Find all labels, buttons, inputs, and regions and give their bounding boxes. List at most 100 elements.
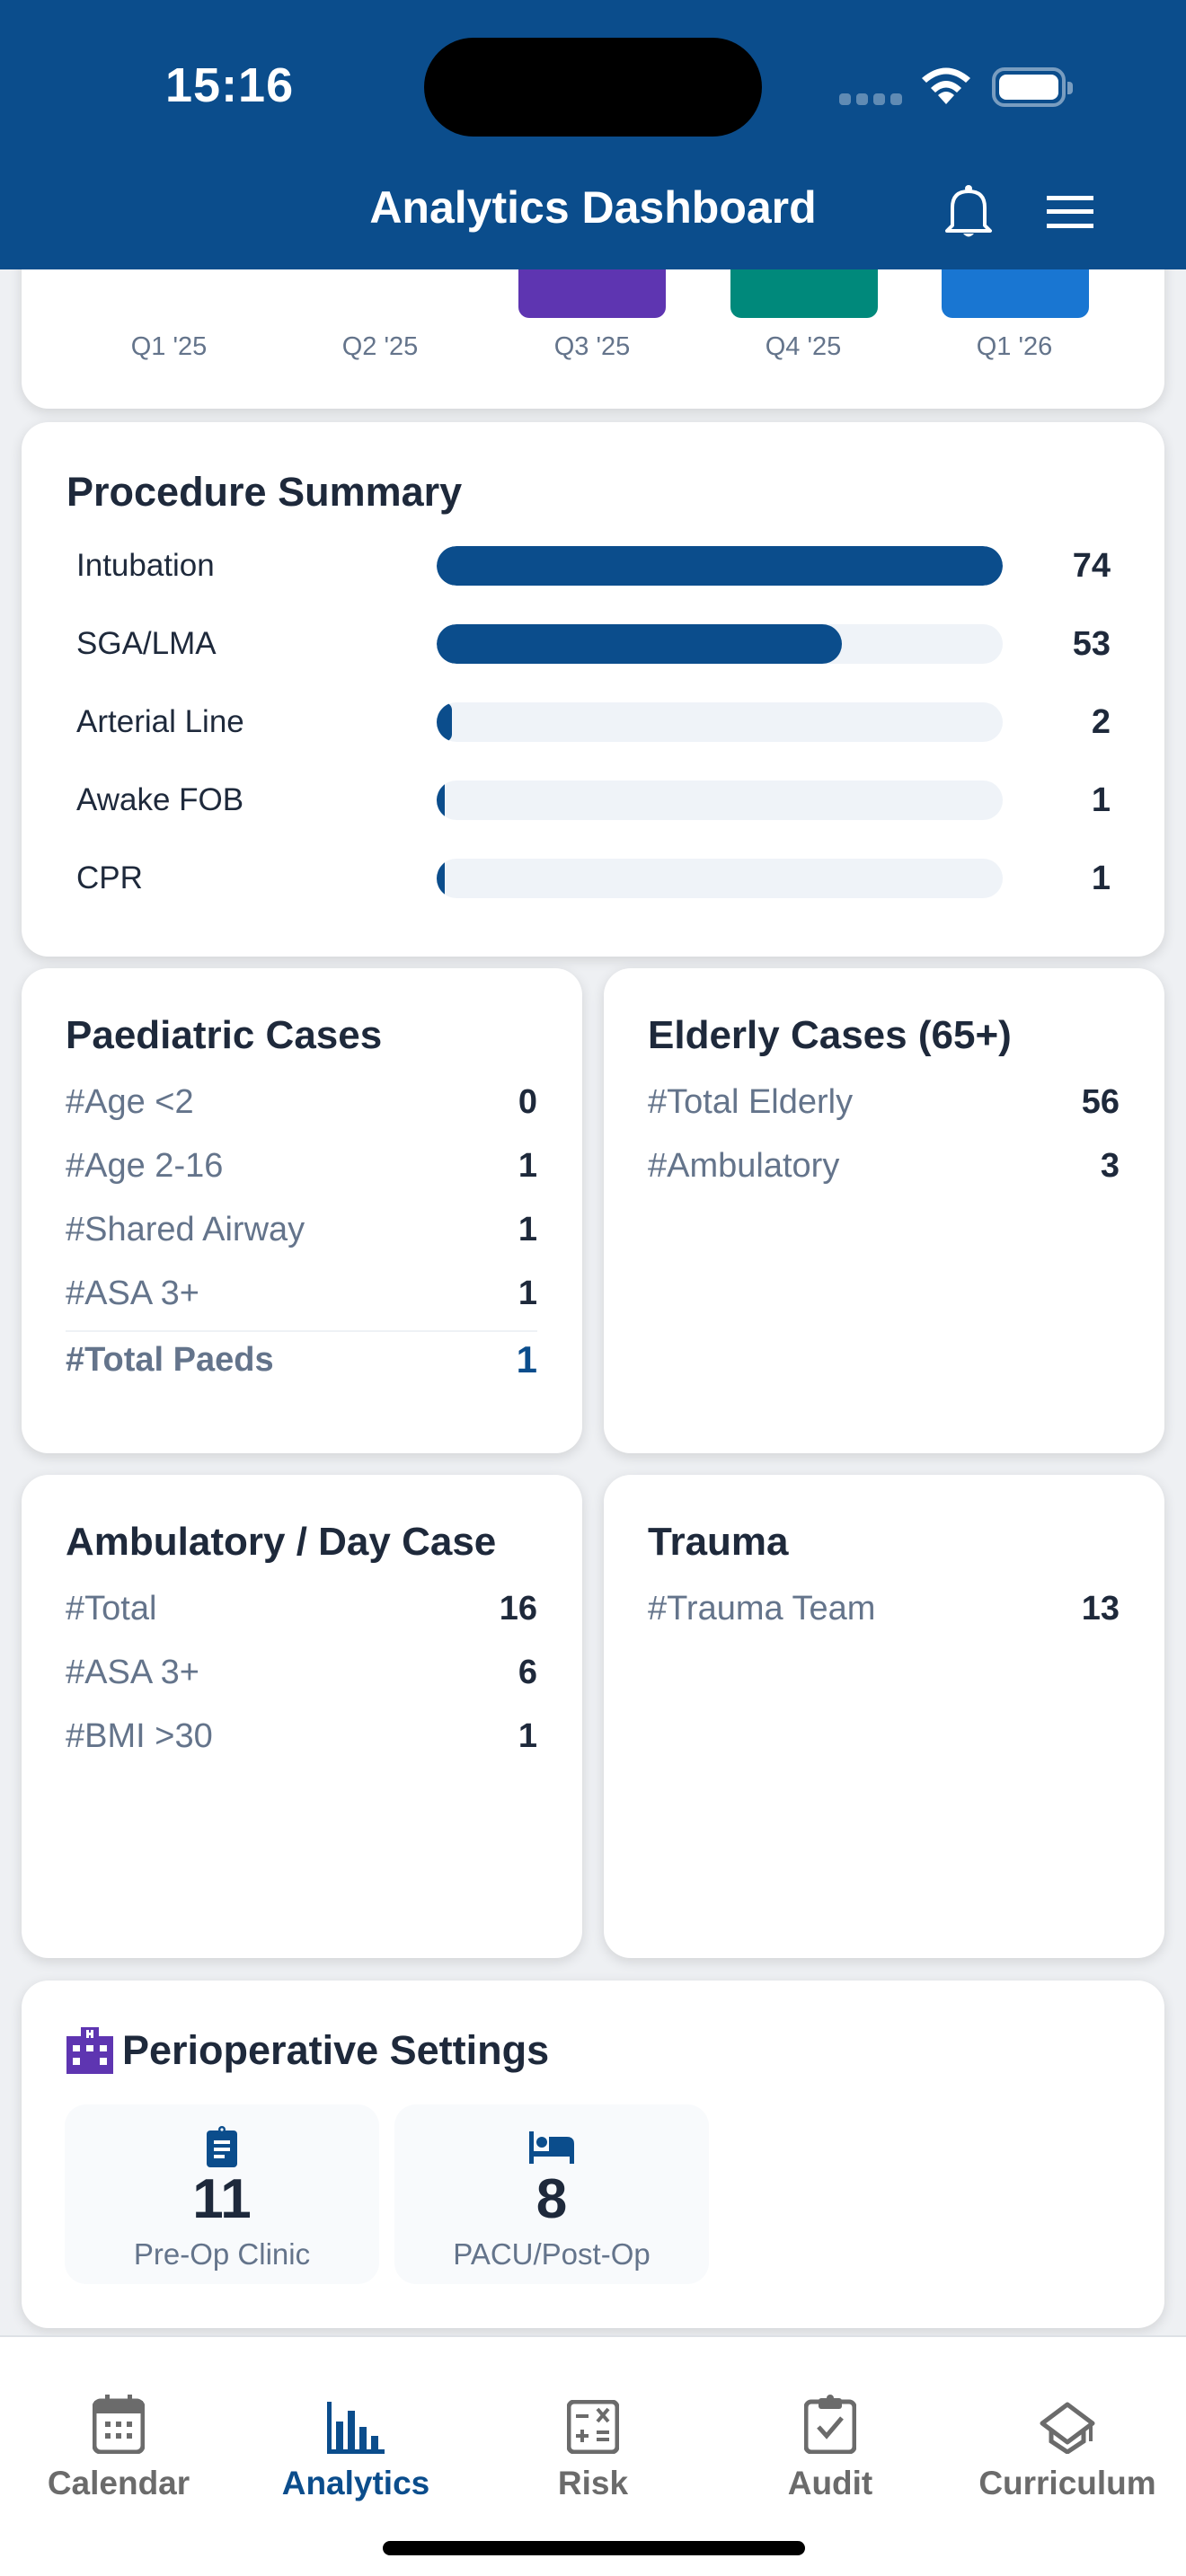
stat-label: #Trauma Team [648,1589,876,1628]
stat-label: #Shared Airway [66,1210,305,1248]
procedure-row: Intubation 74 [22,546,1164,586]
procedure-row: CPR 1 [22,859,1164,898]
hospital-icon [66,2027,113,2074]
stat-row: #ASA 3+ 1 [66,1271,537,1316]
tab-label: Analytics [281,2465,430,2501]
procedure-label: SGA/LMA [76,626,217,661]
stat-row: #Trauma Team 13 [648,1586,1120,1631]
paediatric-cases-card: Paediatric Cases #Age <2 0 #Age 2-16 1 #… [22,968,582,1453]
trauma-card: Trauma #Trauma Team 13 [604,1475,1164,1958]
card-title: Procedure Summary [66,469,463,515]
bar-chart-icon [327,2402,385,2454]
stat-value: 0 [518,1082,537,1121]
stat-label: #ASA 3+ [66,1274,199,1312]
tile-value: 11 [192,2168,252,2230]
stat-row: #Total Elderly 56 [648,1080,1120,1125]
stat-value: 1 [518,1274,537,1312]
chart-xlabel: Q3 '25 [553,332,631,361]
pacu-post-op-tile[interactable]: 8 PACU/Post-Op [394,2104,709,2284]
graduation-cap-icon [1040,2402,1095,2454]
tab-curriculum[interactable]: Curriculum [949,2391,1186,2502]
procedure-value: 53 [1072,625,1111,663]
app-header: 15:16 Analytics Dashboard [0,0,1186,269]
procedure-value: 2 [1091,703,1111,741]
procedure-value: 1 [1091,781,1111,819]
procedure-label: CPR [76,860,143,895]
clipboard-check-icon [804,2395,856,2454]
procedure-bar-fill [437,859,445,898]
stat-value: 1 [518,1716,537,1755]
stat-row: #Ambulatory 3 [648,1143,1120,1188]
pre-op-clinic-tile[interactable]: 11 Pre-Op Clinic [65,2104,379,2284]
stat-value: 3 [1100,1146,1120,1185]
home-indicator[interactable] [383,2541,805,2555]
procedure-bar-track [437,624,1003,664]
tab-label: Curriculum [978,2465,1156,2501]
divider [66,1330,537,1332]
stat-value: 1 [518,1210,537,1248]
stat-value: 56 [1081,1082,1120,1121]
procedure-bar-fill [437,781,445,820]
stat-row: #BMI >30 1 [66,1714,537,1759]
bed-icon [529,2131,574,2164]
total-row: #Total Paeds 1 [66,1337,537,1382]
tab-analytics[interactable]: Analytics [237,2391,474,2502]
tile-label: Pre-Op Clinic [133,2237,311,2271]
procedure-bar-track [437,781,1003,820]
stat-row: #Age 2-16 1 [66,1143,537,1188]
procedure-value: 1 [1091,860,1111,897]
calendar-icon [93,2395,145,2454]
stat-label: #Total Elderly [648,1082,854,1121]
chart-xlabel: Q1 '25 [130,332,208,361]
procedure-bar-track [437,702,1003,742]
clipboard-icon [207,2126,237,2167]
card-title: Perioperative Settings [122,2027,550,2073]
card-title: Trauma [648,1520,789,1564]
dynamic-island [424,38,762,137]
chart-xlabel: Q4 '25 [765,332,842,361]
procedure-bar-track [437,546,1003,586]
stat-value: 1 [516,1338,537,1381]
tab-label: Audit [787,2465,873,2501]
tab-risk[interactable]: Risk [474,2391,712,2502]
chart-xlabel: Q2 '25 [341,332,419,361]
tab-audit[interactable]: Audit [712,2391,949,2502]
card-title: Paediatric Cases [66,1013,383,1057]
cellular-signal-icon [839,93,902,105]
tile-value: 8 [535,2168,568,2230]
stat-row: #Total 16 [66,1586,537,1631]
procedure-value: 74 [1072,547,1111,585]
stat-row: #Age <2 0 [66,1080,537,1125]
stat-label: #BMI >30 [66,1716,213,1755]
tile-label: PACU/Post-Op [453,2237,651,2271]
calculator-icon [567,2400,619,2454]
page-title: Analytics Dashboard [369,182,817,233]
bell-icon[interactable] [943,184,994,240]
tab-label: Risk [557,2465,629,2501]
procedure-label: Awake FOB [76,782,244,817]
stat-row: #Shared Airway 1 [66,1207,537,1252]
procedure-bar-track [437,859,1003,898]
procedure-bar-fill [437,624,843,664]
stat-label: #Total [66,1589,157,1628]
procedure-row: SGA/LMA 53 [22,624,1164,664]
stat-row: #ASA 3+ 6 [66,1650,537,1695]
card-title: Ambulatory / Day Case [66,1520,497,1564]
procedure-bar-fill [437,702,452,742]
battery-icon [992,67,1073,107]
stat-label: #Ambulatory [648,1146,840,1185]
stat-label: #ASA 3+ [66,1653,199,1691]
tab-calendar[interactable]: Calendar [0,2391,237,2502]
procedure-row: Awake FOB 1 [22,781,1164,820]
procedure-label: Arterial Line [76,704,244,739]
chart-xlabel: Q1 '26 [976,332,1053,361]
stat-label: #Age 2-16 [66,1146,224,1185]
perioperative-settings-card: Perioperative Settings 11 Pre-Op Clinic … [22,1981,1164,2328]
stat-value: 13 [1081,1589,1120,1628]
menu-icon[interactable] [1047,196,1093,228]
card-header: Perioperative Settings [66,2027,549,2074]
procedure-row: Arterial Line 2 [22,702,1164,742]
tab-label: Calendar [47,2465,190,2501]
bottom-tab-bar: Calendar Analytics Risk [0,2335,1186,2576]
status-time: 15:16 [165,58,295,112]
